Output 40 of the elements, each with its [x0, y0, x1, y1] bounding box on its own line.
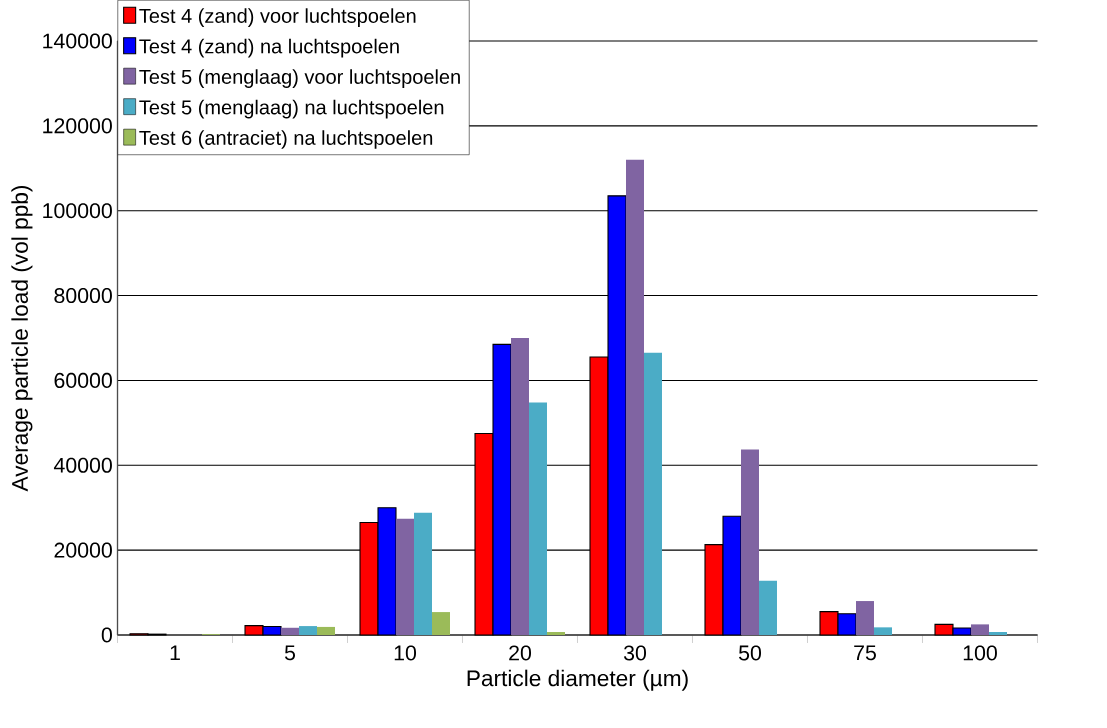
y-tick-label: 0 — [101, 627, 112, 643]
y-tick-label: 60000 — [54, 372, 112, 388]
x-tick-label: 30 — [623, 645, 647, 661]
x-tick-label: 1 — [170, 645, 180, 661]
bar — [644, 352, 662, 635]
y-tick-label: 40000 — [53, 457, 112, 473]
legend-label: Test 4 (zand) na luchtspoelen — [139, 38, 399, 58]
bar — [281, 627, 300, 635]
y-tick-label: 140000 — [43, 33, 112, 49]
bar — [741, 449, 759, 635]
bar — [970, 624, 989, 635]
legend-label: Test 5 (menglaag) voor luchtspoelen — [139, 69, 460, 88]
bar — [511, 337, 529, 635]
y-tick-label: 20000 — [54, 542, 112, 558]
x-tick-label: 100 — [963, 645, 997, 661]
x-tick-label: 10 — [394, 645, 417, 661]
y-tick-label: 120000 — [43, 118, 112, 134]
bar — [529, 402, 547, 635]
y-tick-label: 100000 — [43, 203, 112, 219]
x-tick-label: 20 — [509, 645, 532, 661]
x-tick-label: 50 — [738, 645, 762, 661]
bar — [396, 518, 414, 635]
y-axis-title: Average particle load (vol ppb) — [11, 185, 33, 492]
bar — [873, 627, 892, 635]
bar — [759, 580, 777, 635]
bar — [855, 601, 874, 635]
x-axis-title: Particle diameter (µm) — [467, 669, 688, 691]
legend-label: Test 4 (zand) voor luchtspoelen — [139, 8, 416, 27]
bar — [317, 626, 335, 635]
x-tick-label: 5 — [284, 645, 296, 661]
y-tick-label: 80000 — [54, 288, 112, 304]
x-tick-label: 75 — [854, 645, 876, 661]
bar — [432, 612, 451, 635]
bar — [626, 159, 644, 635]
bar — [988, 632, 1007, 635]
bar — [547, 632, 565, 635]
legend-label: Test 6 (antraciet) na luchtspoelen — [139, 130, 433, 149]
legend-label: Test 5 (menglaag) na luchtspoelen — [139, 99, 444, 119]
bar — [414, 512, 432, 635]
bar — [299, 626, 318, 635]
